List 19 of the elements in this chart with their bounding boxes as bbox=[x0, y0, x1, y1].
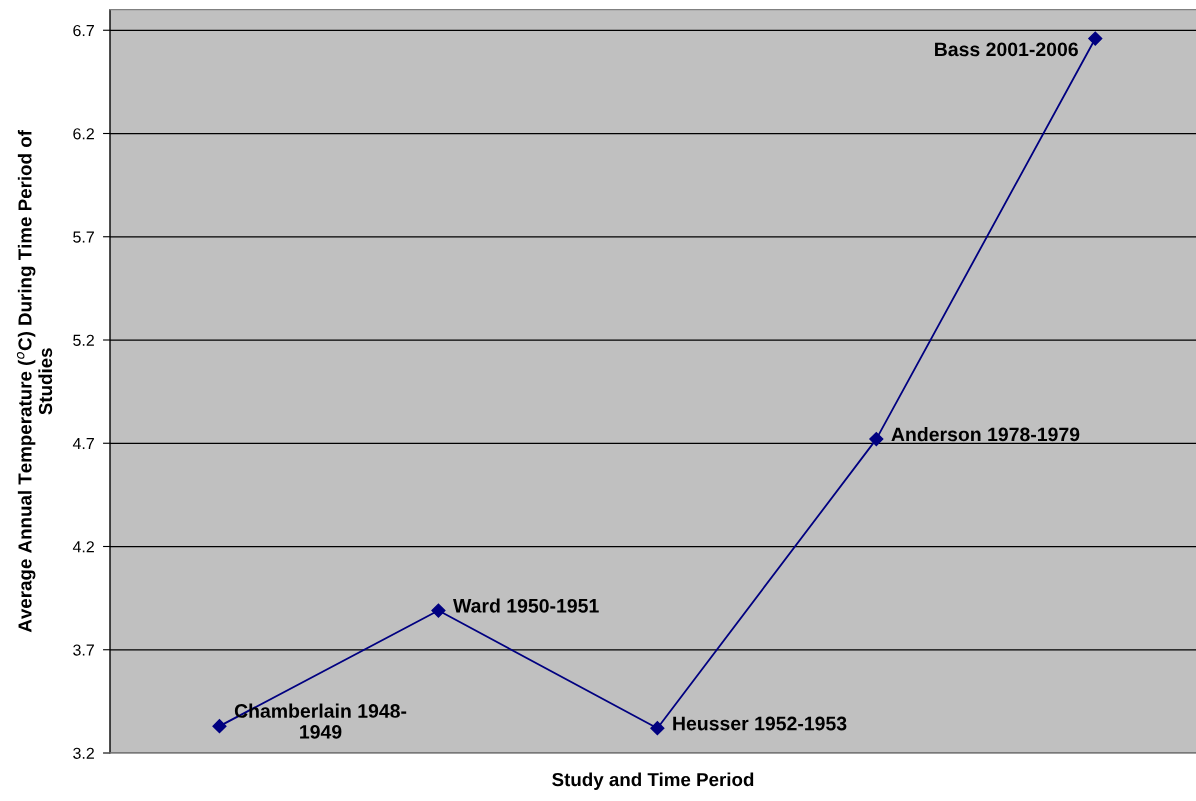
point bbox=[869, 432, 884, 447]
y-tick-label: 3.7 bbox=[73, 644, 94, 656]
data-label: Heusser 1952-1953 bbox=[673, 716, 847, 731]
y-tick-label: 6.2 bbox=[73, 128, 94, 140]
y-tick-label: 3.2 bbox=[73, 747, 94, 759]
point bbox=[431, 603, 446, 618]
y-tick-label: 6.7 bbox=[73, 24, 94, 37]
x-axis-title: Study and Time Period bbox=[552, 772, 754, 790]
data-label: Anderson 1978-1979 bbox=[891, 427, 1080, 442]
y-tick-label: 5.7 bbox=[73, 231, 94, 243]
y-tick-label: 4.7 bbox=[72, 438, 94, 450]
y-tick-label: 4.2 bbox=[72, 541, 94, 553]
data-label: Bass 2001-2006 bbox=[935, 42, 1078, 57]
point bbox=[650, 721, 665, 736]
y-tick-label: 5.2 bbox=[73, 334, 94, 346]
point bbox=[1088, 31, 1103, 46]
y-axis-title: Average Annual Temperature ($^{o}$C) During Time Period of Studies bbox=[16, 130, 53, 633]
point bbox=[212, 719, 227, 734]
data-label: Ward 1950-1951 bbox=[453, 598, 599, 613]
